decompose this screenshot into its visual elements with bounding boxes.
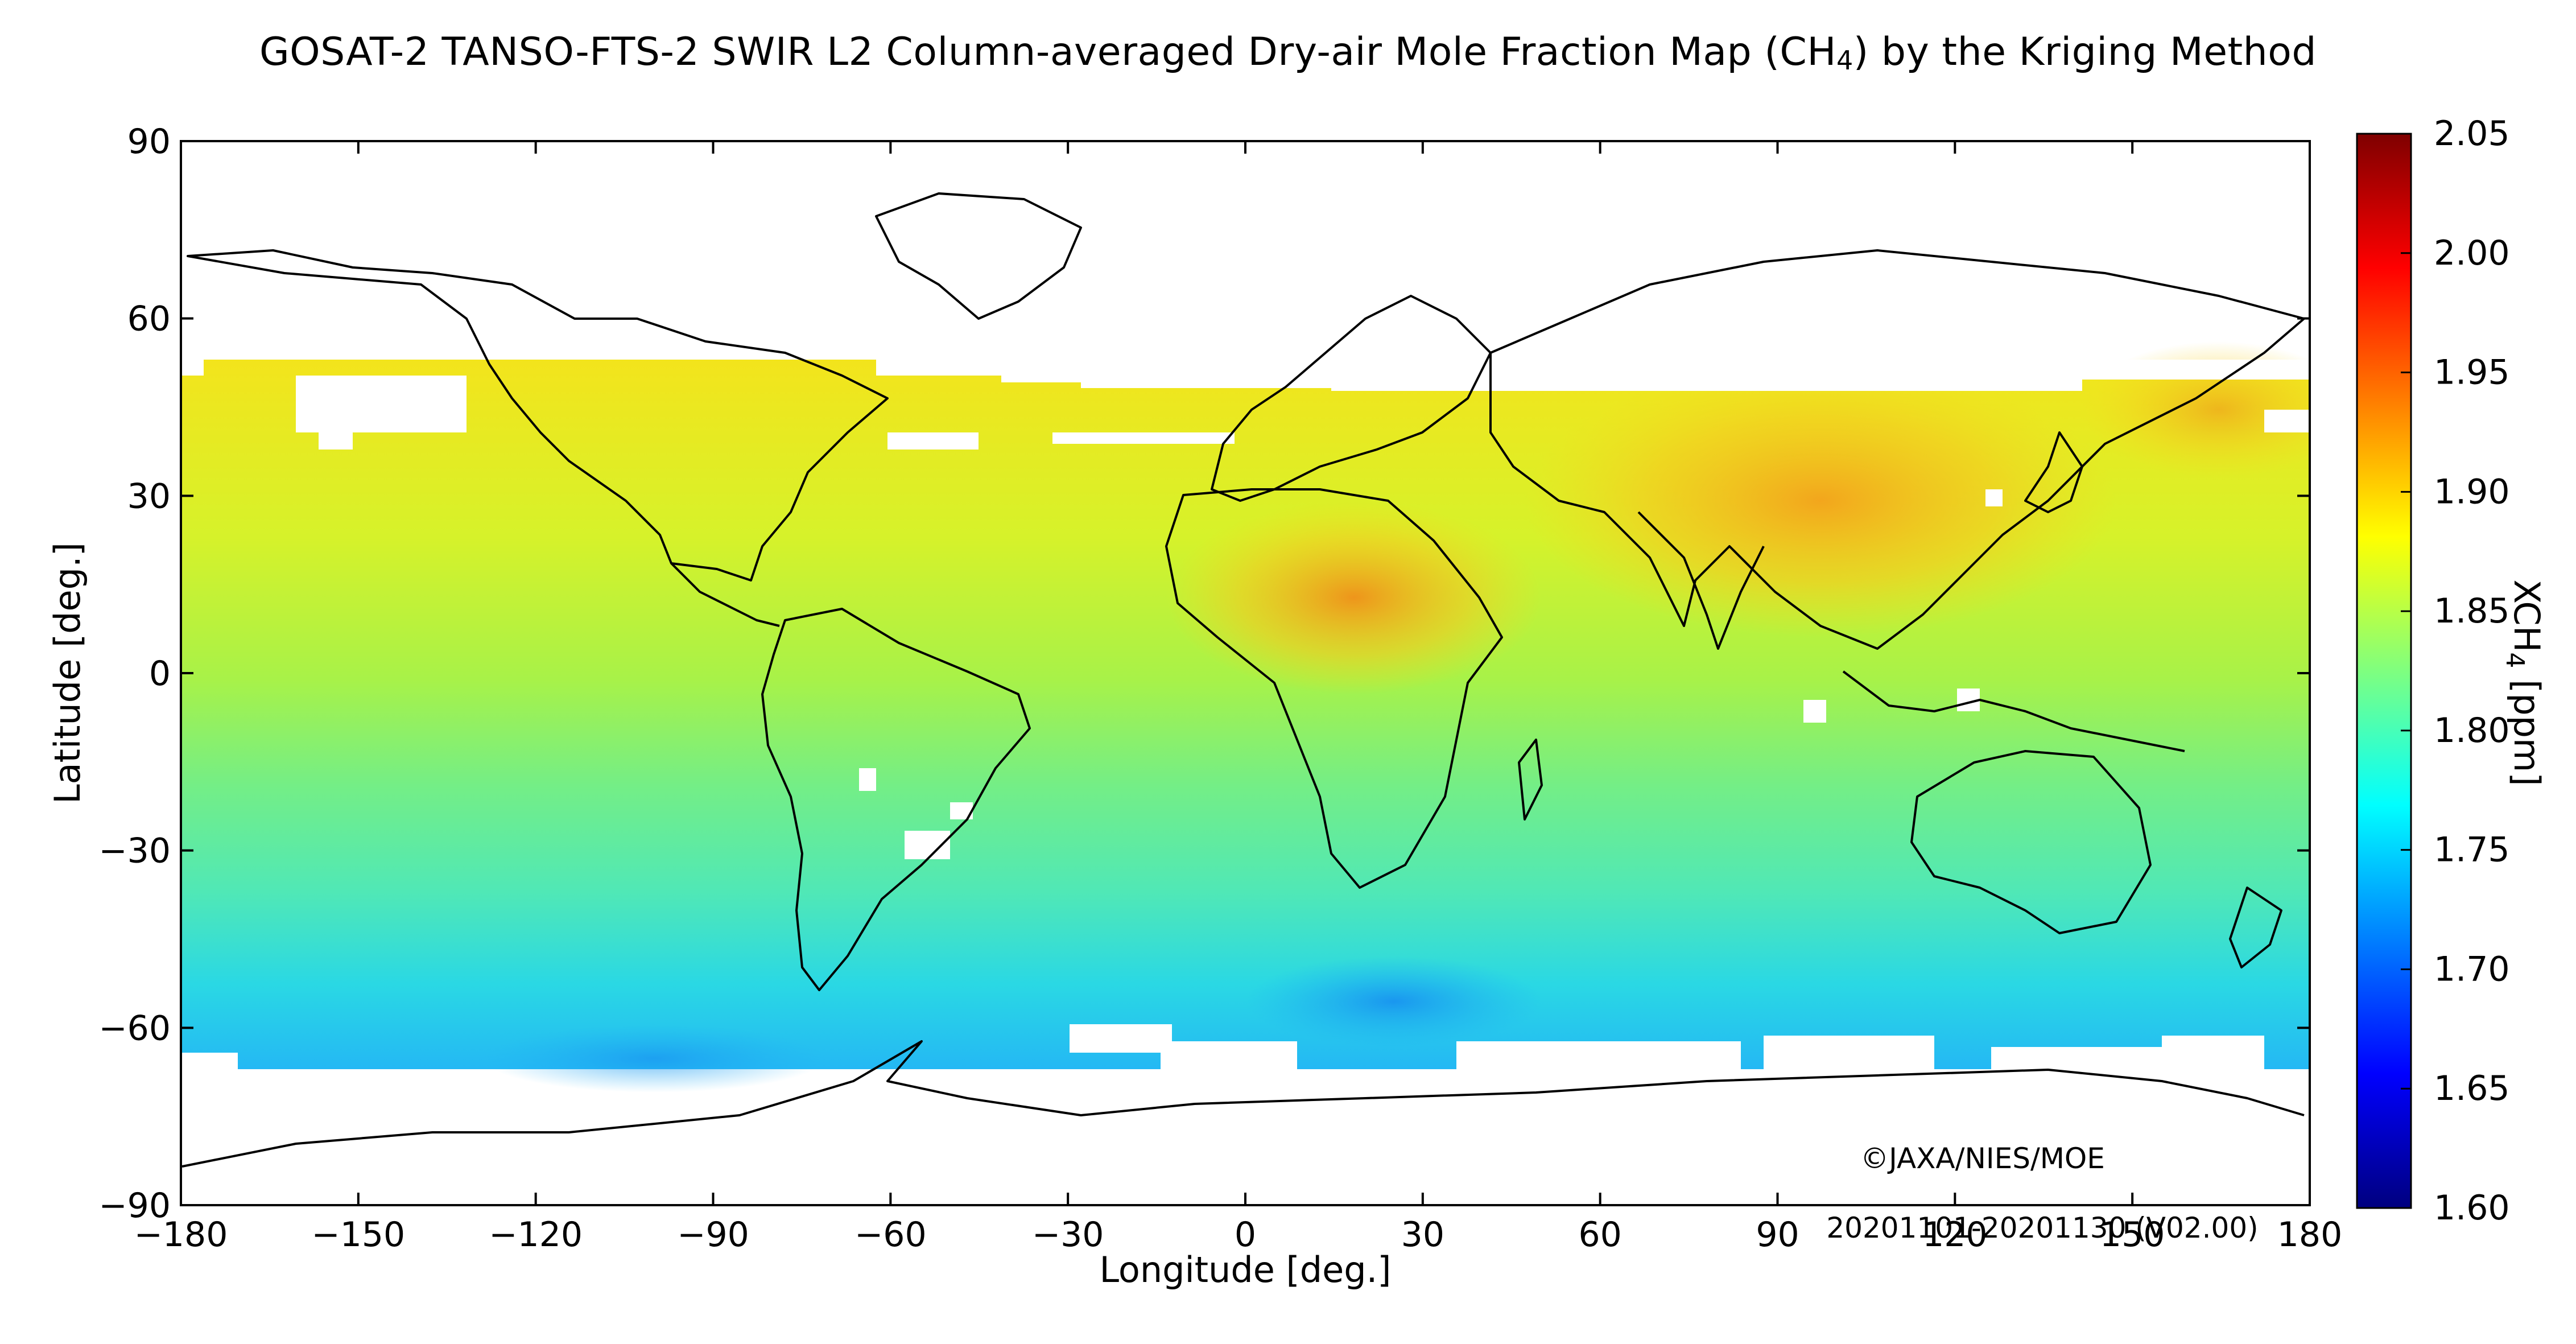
x-tick-label: 90 (1756, 1215, 1799, 1255)
y-axis-label: Latitude [deg.] (47, 542, 88, 804)
coast-antarctica (181, 1040, 2305, 1168)
y-tick-label: 30 (127, 476, 171, 516)
coast-india (1637, 511, 1765, 650)
coast-europe (1211, 295, 1492, 502)
coast-japan (2024, 431, 2083, 513)
x-tick-label: −60 (854, 1215, 927, 1255)
x-tick-label: −150 (311, 1215, 405, 1255)
coast-central-america (670, 562, 780, 627)
x-tick-label: 60 (1578, 1215, 1621, 1255)
colorbar-tick-label: 1.60 (2434, 1188, 2510, 1228)
y-tick-label: −60 (98, 1008, 171, 1048)
colorbar-tick-label: 1.65 (2434, 1069, 2510, 1108)
x-axis-label: Longitude [deg.] (1099, 1249, 1391, 1291)
x-tick-label: 180 (2277, 1215, 2343, 1255)
coast-new-zealand (2229, 887, 2282, 968)
coast-north-america (187, 249, 889, 582)
y-tick-label: 90 (127, 122, 171, 162)
coast-greenland (875, 192, 1082, 320)
coast-madagascar (1518, 739, 1543, 821)
x-tick-label: 120 (1922, 1215, 1988, 1255)
colorbar-tick-label: 1.90 (2434, 472, 2510, 512)
y-tick-label: −30 (98, 831, 171, 871)
colorbar-label: XCH4 [ppm] (2500, 579, 2548, 786)
xch4-south-low (1246, 956, 1542, 1047)
coast-australia (1910, 750, 2152, 934)
colorbar-tick-label: 1.95 (2434, 353, 2510, 393)
colorbar-ticks: 2.05 2.00 1.95 1.90 1.85 1.80 1.75 1.70 1.65 1.60 (2401, 114, 2510, 1228)
xch4-field (181, 192, 2310, 1168)
period-text: 20201101-20201130 (V02.00) (1826, 1211, 2258, 1244)
colorbar-tick-label: 1.80 (2434, 711, 2510, 751)
colorbar-tick-label: 1.70 (2434, 949, 2510, 989)
x-tick-label: −120 (489, 1215, 583, 1255)
colorbar-tick-label: 2.05 (2434, 114, 2510, 154)
xch4-south-low-2 (484, 1024, 825, 1092)
coast-indonesia (1842, 670, 2185, 752)
x-tick-label: −180 (134, 1215, 228, 1255)
colorbar-tick-label: 2.00 (2434, 233, 2510, 273)
colorbar (2356, 133, 2412, 1209)
x-tick-label: 150 (2100, 1215, 2165, 1255)
x-axis-ticks: −180 −150 −120 −90 −60 −30 0 30 60 90 120 150 180 (134, 141, 2343, 1255)
x-tick-label: 30 (1401, 1215, 1444, 1255)
y-axis-ticks: 90 60 30 0 −30 −60 −90 (98, 122, 2310, 1226)
coastlines (181, 192, 2305, 1168)
colorbar-tick-label: 1.75 (2434, 830, 2510, 870)
copyright-text: ©JAXA/NIES/MOE (1860, 1142, 2105, 1175)
coast-asia (1489, 249, 2305, 650)
x-tick-label: 0 (1235, 1215, 1256, 1255)
coast-africa (1165, 488, 1503, 889)
no-data-cells (181, 360, 2310, 1069)
y-tick-label: 60 (127, 299, 171, 339)
x-tick-label: −30 (1032, 1215, 1104, 1255)
x-tick-label: −90 (677, 1215, 749, 1255)
page-title: GOSAT-2 TANSO-FTS-2 SWIR L2 Column-avera… (259, 30, 2317, 76)
y-tick-label: 0 (149, 654, 171, 694)
xch4-africa-high (1166, 501, 1542, 694)
coast-south-america (761, 608, 1031, 991)
y-tick-label: −90 (98, 1186, 171, 1226)
colorbar-tick-label: 1.85 (2434, 591, 2510, 631)
